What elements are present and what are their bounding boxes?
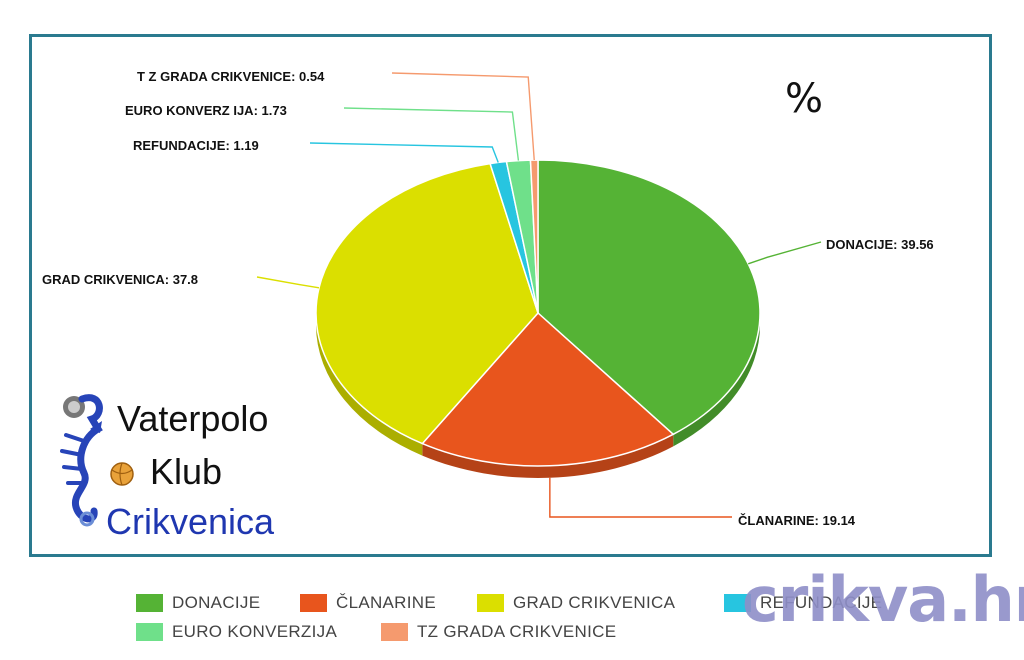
slice-label-0: DONACIJE: 39.56 bbox=[826, 237, 934, 252]
leader-line-4 bbox=[343, 107, 520, 161]
watermark: crikva.hr bbox=[742, 563, 1024, 636]
slice-side-2 bbox=[316, 313, 423, 456]
leader-lines bbox=[256, 72, 822, 518]
legend-item-donacije: DONACIJE bbox=[136, 592, 260, 614]
legend-label: GRAD CRIKVENICA bbox=[513, 593, 676, 612]
leader-line-0 bbox=[747, 241, 822, 265]
chart-title: % bbox=[785, 76, 823, 122]
legend-swatch bbox=[300, 594, 327, 612]
legend-swatch bbox=[136, 623, 163, 641]
leader-line-3 bbox=[309, 142, 499, 163]
slice-label-2: GRAD CRIKVENICA: 37.8 bbox=[42, 272, 198, 287]
leader-line-1 bbox=[549, 477, 732, 518]
legend-item-refundacije: REFUNDACIJE bbox=[724, 592, 882, 614]
legend-item-tz-grada-crikvenice: TZ GRADA CRIKVENICE bbox=[381, 621, 616, 643]
pie-slice-0[interactable] bbox=[537, 159, 761, 436]
slice-side-1 bbox=[422, 434, 674, 478]
legend-item-grad-crikvenica: GRAD CRIKVENICA bbox=[477, 592, 675, 614]
slice-label-5: T Z GRADA CRIKVENICE: 0.54 bbox=[137, 69, 325, 84]
leader-line-5 bbox=[391, 72, 535, 161]
leader-line-2 bbox=[256, 276, 320, 289]
legend-swatch bbox=[724, 594, 751, 612]
legend-swatch bbox=[136, 594, 163, 612]
logo-line-1: Vaterpolo bbox=[117, 398, 268, 439]
seahorse-icon bbox=[60, 394, 103, 527]
legend-item-euro-konverzija: EURO KONVERZIJA bbox=[136, 621, 337, 643]
legend-swatch bbox=[381, 623, 408, 641]
pie-chart: DONACIJE: 39.56 ČLANARINE: 19.14 GRAD CRIK… bbox=[42, 69, 934, 542]
slice-side-0 bbox=[673, 313, 760, 447]
legend: DONACIJE ČLANARINE GRAD CRIKVENICA REFUN… bbox=[136, 590, 936, 650]
slice-labels: DONACIJE: 39.56 ČLANARINE: 19.14 GRAD CRIK… bbox=[42, 69, 934, 528]
pie-slices bbox=[315, 159, 761, 467]
slice-label-1: ČLANARINE: 19.14 bbox=[738, 513, 856, 528]
logo-line-2: Klub bbox=[150, 451, 222, 492]
slice-label-3: REFUNDACIJE: 1.19 bbox=[133, 138, 259, 153]
slice-label-4: EURO KONVERZ IJA: 1.73 bbox=[125, 103, 287, 118]
legend-label: ČLANARINE bbox=[336, 593, 437, 612]
legend-label: EURO KONVERZIJA bbox=[172, 622, 338, 641]
pie-slice-1[interactable] bbox=[421, 311, 675, 467]
pie-slice-2[interactable] bbox=[315, 162, 539, 445]
legend-label: TZ GRADA CRIKVENICE bbox=[417, 622, 617, 641]
club-logo: Vaterpolo Klub Crikvenica bbox=[60, 394, 275, 542]
chart-frame: DONACIJE: 39.56 ČLANARINE: 19.14 GRAD CRIK… bbox=[29, 34, 992, 557]
legend-item-clanarine: ČLANARINE bbox=[300, 592, 436, 614]
legend-label: DONACIJE bbox=[172, 593, 261, 612]
ball-icon bbox=[110, 462, 134, 486]
legend-swatch bbox=[477, 594, 504, 612]
pie-depth bbox=[316, 313, 760, 478]
legend-label: REFUNDACIJE bbox=[760, 593, 883, 612]
logo-line-3: Crikvenica bbox=[106, 501, 275, 542]
